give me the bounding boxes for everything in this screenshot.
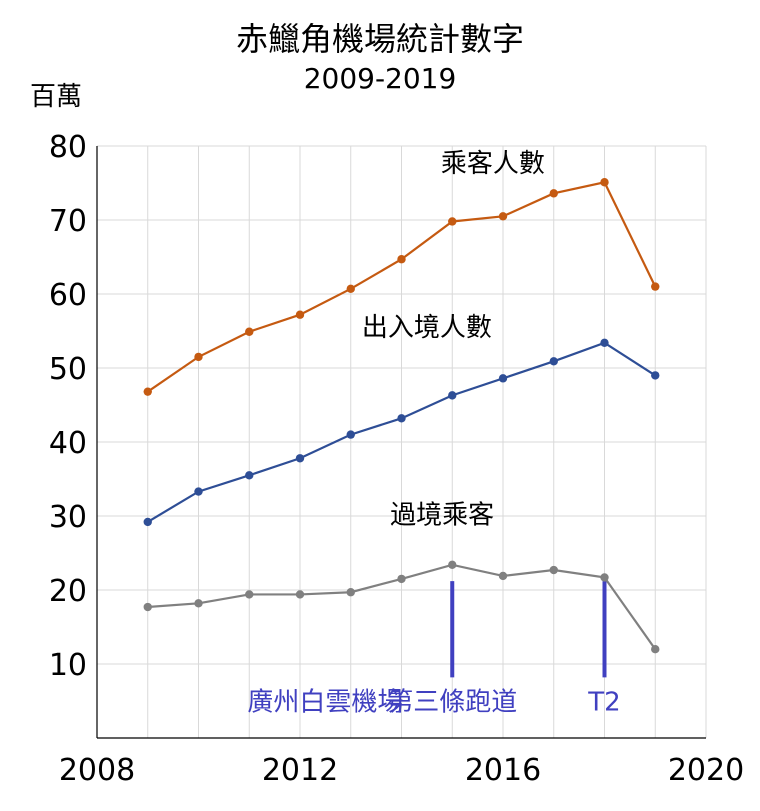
data-point bbox=[498, 212, 508, 221]
data-point bbox=[194, 599, 203, 608]
y-tick-label: 80 bbox=[49, 130, 87, 165]
y-tick-label: 50 bbox=[49, 352, 87, 387]
data-point bbox=[498, 571, 508, 581]
data-point bbox=[295, 590, 305, 599]
data-point bbox=[651, 282, 660, 291]
tick-labels: 10 20 30 40 50 60 70 80 2008 2012 2016 2020 bbox=[49, 130, 744, 788]
x-tick-label: 2016 bbox=[465, 753, 541, 788]
chart-subtitle: 2009-2019 bbox=[303, 62, 457, 95]
annotation-label: 廣州白雲機場 bbox=[247, 688, 403, 718]
x-tick-label: 2008 bbox=[59, 753, 135, 788]
data-point bbox=[143, 517, 152, 527]
data-point bbox=[448, 217, 457, 226]
y-tick-label: 30 bbox=[49, 500, 87, 535]
data-point bbox=[397, 414, 406, 423]
y-axis-unit-label: 百萬 bbox=[30, 82, 83, 112]
data-point bbox=[600, 178, 609, 187]
chart-title: 赤鱲角機場統計數字 bbox=[235, 20, 524, 58]
data-point bbox=[549, 189, 558, 198]
data-point bbox=[245, 327, 254, 336]
data-point bbox=[143, 602, 152, 612]
data-point bbox=[295, 454, 305, 463]
axes bbox=[96, 146, 706, 739]
data-point bbox=[600, 573, 609, 582]
data-point bbox=[245, 471, 254, 480]
series-group bbox=[143, 178, 660, 654]
data-point bbox=[194, 352, 203, 362]
event-markers bbox=[450, 581, 607, 678]
data-point bbox=[346, 284, 355, 294]
data-point bbox=[448, 560, 457, 570]
data-point bbox=[448, 391, 457, 400]
data-point bbox=[651, 371, 660, 380]
data-point bbox=[143, 387, 152, 396]
series-label: 出入境人數 bbox=[362, 313, 492, 343]
y-tick-label: 70 bbox=[49, 204, 87, 239]
annotation-label: 第三條跑道 bbox=[387, 688, 517, 718]
x-tick-label: 2012 bbox=[262, 753, 338, 788]
data-point bbox=[549, 357, 558, 366]
data-point bbox=[397, 255, 406, 264]
data-point bbox=[295, 310, 305, 319]
data-point bbox=[600, 338, 609, 348]
grid-lines bbox=[96, 145, 707, 738]
data-point bbox=[498, 374, 508, 383]
y-tick-label: 20 bbox=[49, 574, 87, 609]
series-label: 過境乘客 bbox=[390, 500, 494, 530]
data-point bbox=[194, 487, 203, 496]
data-point bbox=[346, 588, 355, 597]
data-point bbox=[397, 574, 406, 584]
y-tick-label: 10 bbox=[49, 648, 87, 683]
series-label: 乘客人數 bbox=[441, 149, 545, 179]
x-tick-label: 2020 bbox=[668, 753, 744, 788]
data-point bbox=[346, 430, 355, 439]
data-point bbox=[245, 590, 254, 599]
y-tick-label: 60 bbox=[49, 278, 87, 313]
data-point bbox=[549, 565, 558, 575]
data-point bbox=[651, 645, 660, 654]
annotation-label: T2 bbox=[587, 688, 620, 718]
y-tick-label: 40 bbox=[49, 426, 87, 461]
